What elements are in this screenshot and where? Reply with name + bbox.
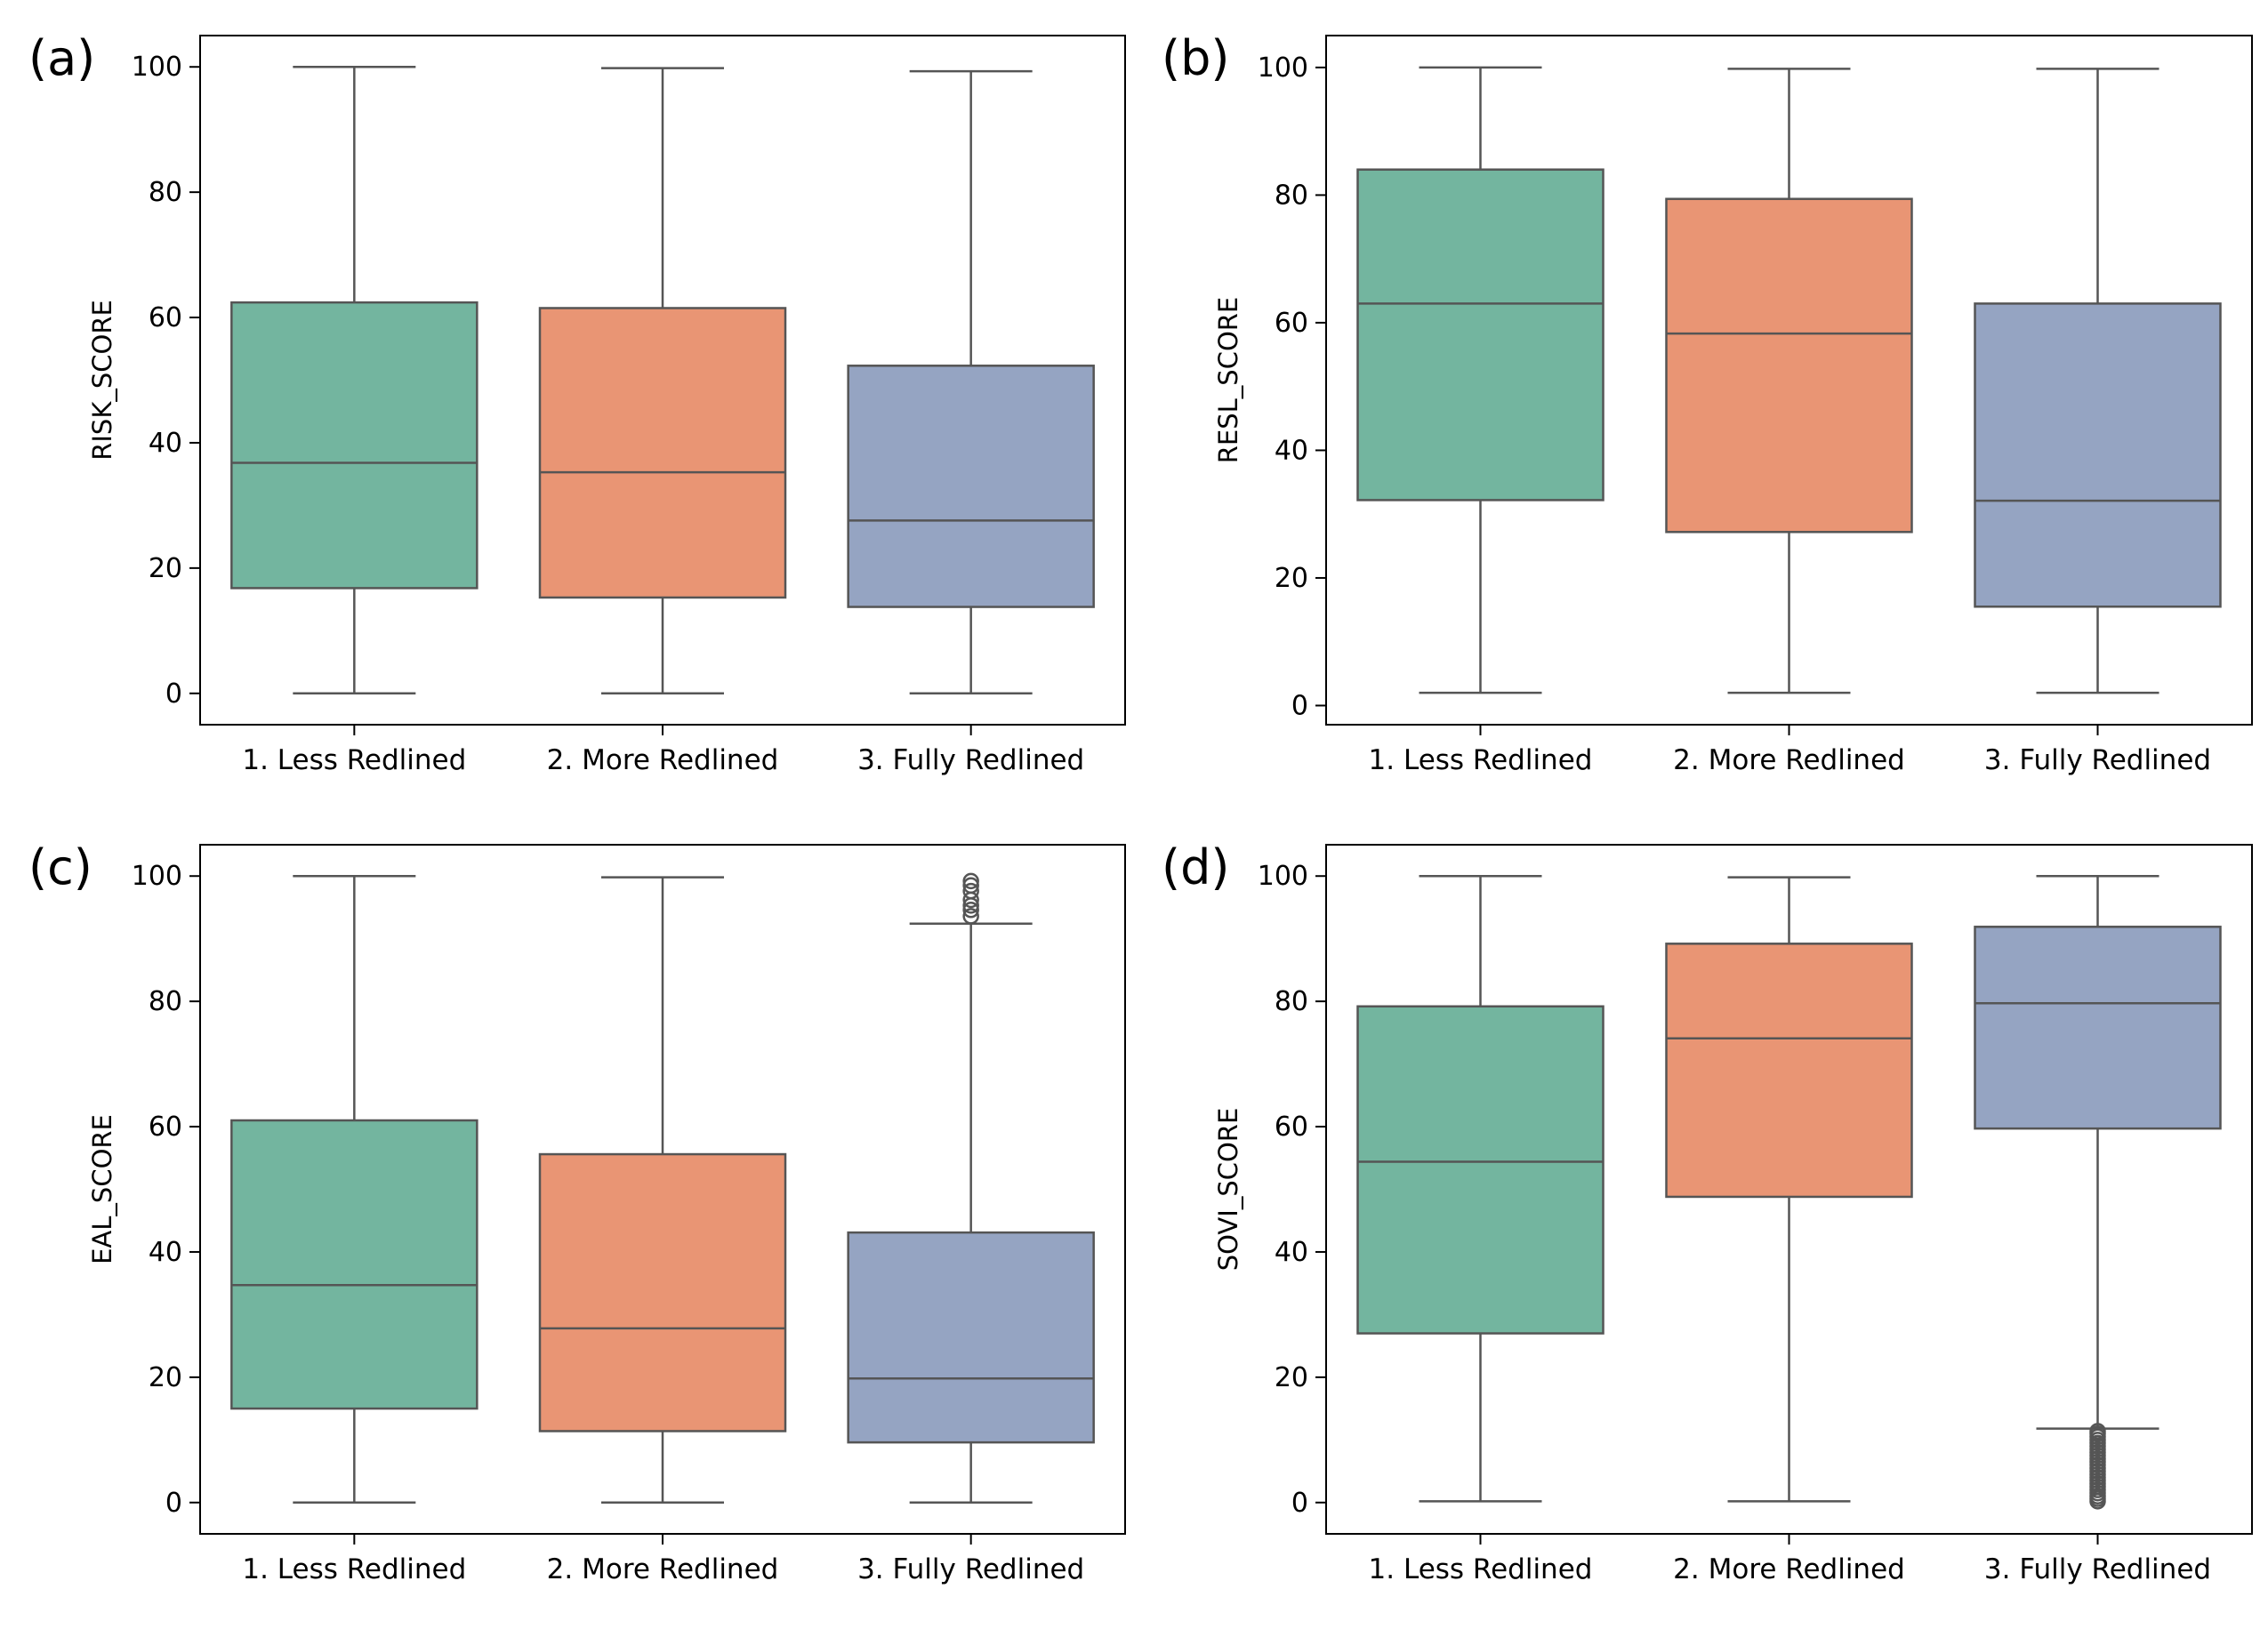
y-tick-label: 80	[1275, 986, 1308, 1017]
y-axis-label: RISK_SCORE	[87, 300, 117, 461]
y-tick-label: 60	[1275, 308, 1308, 339]
y-tick-label: 100	[1258, 861, 1308, 892]
y-tick-label: 60	[149, 1111, 182, 1143]
x-tick-label: 2. More Redlined	[547, 744, 779, 776]
y-axis-label: RESL_SCORE	[1213, 297, 1243, 464]
y-tick-label: 0	[1291, 1488, 1308, 1519]
panel-label: (d)	[1162, 839, 1229, 895]
outlier-point	[962, 877, 979, 895]
x-tick-label: 2. More Redlined	[1673, 744, 1905, 776]
iqr-box	[538, 1152, 787, 1432]
iqr-box	[1665, 197, 1913, 534]
outlier-point	[962, 908, 979, 925]
iqr-box	[847, 365, 1095, 608]
outlier-point	[962, 882, 979, 900]
x-tick-label: 2. More Redlined	[547, 1553, 779, 1585]
y-tick-label: 0	[165, 1488, 182, 1519]
x-tick-label: 3. Fully Redlined	[857, 744, 1084, 776]
panel-label: (b)	[1162, 30, 1229, 86]
y-tick-label: 0	[165, 678, 182, 710]
y-tick-label: 40	[1275, 435, 1308, 466]
box-1	[1356, 874, 1604, 1503]
x-tick-label: 1. Less Redlined	[1369, 744, 1593, 776]
panel-label: (a)	[28, 30, 95, 86]
x-tick-label: 1. Less Redlined	[1369, 1553, 1593, 1585]
iqr-box	[538, 307, 787, 599]
y-axis-label: SOVI_SCORE	[1213, 1108, 1243, 1272]
iqr-box	[1356, 168, 1604, 502]
box-2	[538, 67, 787, 695]
x-tick-label: 3. Fully Redlined	[1984, 744, 2211, 776]
y-tick-label: 80	[149, 177, 182, 208]
outlier-point	[962, 872, 979, 890]
box-1	[230, 65, 479, 695]
box-3	[847, 69, 1095, 695]
box-2	[1665, 68, 1913, 694]
panel-c: (c) 0 20 40 60 80 100 EAL_SCORE 1. Less Redlined…	[28, 839, 1126, 1585]
outlier-point	[962, 902, 979, 919]
y-tick-label: 60	[1275, 1111, 1308, 1143]
iqr-box	[1665, 943, 1913, 1199]
y-tick-label: 100	[132, 52, 182, 83]
box-1	[230, 874, 479, 1505]
y-tick-label: 0	[1291, 690, 1308, 721]
box-3	[1974, 68, 2222, 694]
box-3	[1974, 874, 2222, 1510]
outlier-point	[2089, 1423, 2106, 1440]
plot-frame	[1325, 844, 2253, 1535]
y-tick-label: 20	[149, 553, 182, 584]
iqr-box	[230, 301, 479, 590]
y-tick-label: 100	[1258, 52, 1308, 84]
iqr-box	[1356, 1005, 1604, 1335]
y-tick-label: 20	[149, 1362, 182, 1393]
iqr-box	[230, 1119, 479, 1410]
y-tick-label: 20	[1275, 1362, 1308, 1393]
plot-frame	[1325, 35, 2253, 726]
x-tick-label: 1. Less Redlined	[242, 744, 466, 776]
plot-frame	[199, 844, 1126, 1535]
x-tick-label: 2. More Redlined	[1673, 1553, 1905, 1585]
y-tick-label: 80	[1275, 180, 1308, 211]
y-axis-label: EAL_SCORE	[87, 1114, 117, 1264]
y-tick-label: 100	[132, 861, 182, 892]
box-3	[847, 872, 1095, 1505]
x-tick-label: 3. Fully Redlined	[857, 1553, 1084, 1585]
x-tick-label: 3. Fully Redlined	[1984, 1553, 2211, 1585]
y-tick-label: 80	[149, 986, 182, 1017]
panel-a: (a) 0 20 40 60 80 100 RISK_SCORE 1. Less Redline…	[28, 30, 1126, 776]
panel-d: (d) 0 20 40 60 80 100 SOVI_SCORE 1. Less Redline…	[1162, 839, 2253, 1585]
plot-frame	[199, 35, 1126, 726]
y-tick-label: 40	[149, 428, 182, 459]
panel-label: (c)	[28, 839, 92, 895]
panel-b: (b) 0 20 40 60 80 100 RESL_SCORE 1. Less Redline…	[1162, 30, 2253, 776]
iqr-box	[1974, 302, 2222, 608]
box-1	[1356, 66, 1604, 694]
y-tick-label: 40	[1275, 1237, 1308, 1268]
y-tick-label: 40	[149, 1237, 182, 1268]
iqr-box	[1974, 926, 2222, 1130]
box-2	[538, 876, 787, 1505]
y-tick-label: 20	[1275, 563, 1308, 594]
y-tick-label: 60	[149, 302, 182, 333]
iqr-box	[847, 1231, 1095, 1444]
box-2	[1665, 876, 1913, 1503]
x-tick-label: 1. Less Redlined	[242, 1553, 466, 1585]
